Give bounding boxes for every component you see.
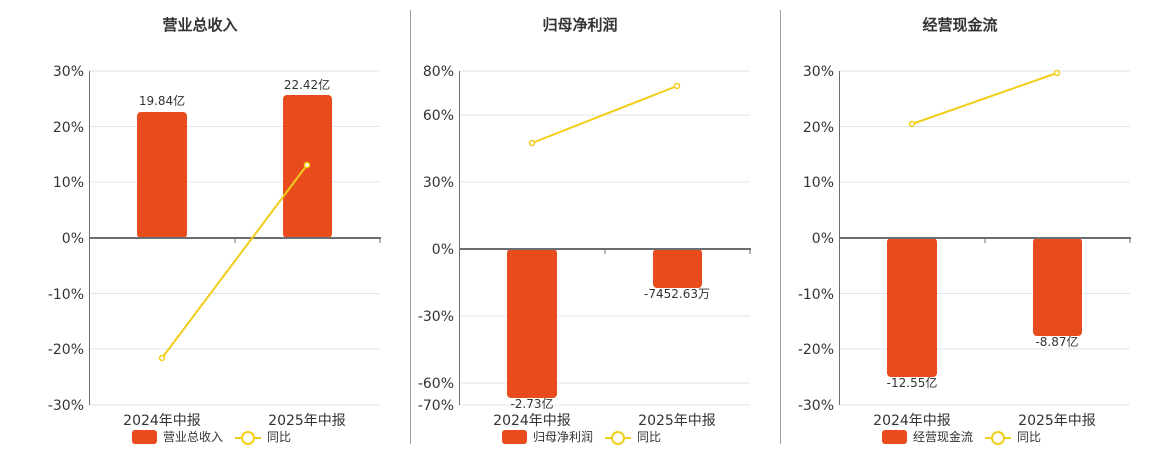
chart-plot: 30% 20% 10% 0% -10% -20% -30% 2024年中报 20… bbox=[798, 64, 1131, 429]
bar-label: -12.55亿 bbox=[887, 375, 938, 390]
legend-line-icon[interactable] bbox=[605, 430, 632, 445]
y-tick: 20% bbox=[53, 120, 84, 136]
legend-bar-swatch[interactable] bbox=[132, 429, 157, 444]
y-tick: 10% bbox=[53, 175, 84, 191]
legend: 营业总收入 同比 bbox=[132, 428, 291, 445]
chart-panel-revenue: 营业总收入 30% 20% 10% 0% -10% -20% -30% 2024… bbox=[0, 0, 400, 450]
x-tick: 2024年中报 bbox=[873, 413, 951, 429]
y-tick: -10% bbox=[798, 287, 834, 303]
y-tick: -20% bbox=[48, 342, 84, 358]
legend-bar-label[interactable]: 经营现金流 bbox=[913, 430, 974, 444]
legend-bar-label[interactable]: 营业总收入 bbox=[163, 430, 224, 444]
yoy-point-2025[interactable] bbox=[1053, 69, 1061, 77]
y-tick: -30% bbox=[48, 398, 84, 414]
divider bbox=[780, 10, 781, 444]
y-tick: 0% bbox=[812, 231, 834, 247]
y-tick: -60% bbox=[418, 376, 454, 392]
chart-title: 经营现金流 bbox=[922, 16, 998, 34]
bar-2025[interactable] bbox=[1033, 238, 1082, 336]
x-tick: 2025年中报 bbox=[268, 413, 346, 429]
legend-bar-label[interactable]: 归母净利润 bbox=[533, 430, 594, 444]
legend-line-label[interactable]: 同比 bbox=[637, 430, 662, 444]
bar-2024[interactable] bbox=[887, 238, 937, 377]
y-tick: -30% bbox=[798, 398, 834, 414]
bar-label: 19.84亿 bbox=[139, 93, 185, 108]
bar-label: -8.87亿 bbox=[1035, 334, 1078, 349]
chart-panel-net-profit: 归母净利润 80% 60% 30% 0% -30% -60% -70% 2024… bbox=[380, 0, 780, 450]
y-tick: 30% bbox=[423, 175, 454, 191]
legend: 归母净利润 同比 bbox=[502, 428, 661, 445]
y-tick: 20% bbox=[803, 120, 834, 136]
yoy-point-2024[interactable] bbox=[158, 354, 166, 362]
y-tick: 60% bbox=[423, 108, 454, 124]
legend-line-icon[interactable] bbox=[235, 430, 262, 445]
legend-line-icon[interactable] bbox=[985, 430, 1012, 445]
chart-plot: 30% 20% 10% 0% -10% -20% -30% 2024年中报 20… bbox=[48, 64, 381, 429]
legend: 经营现金流 同比 bbox=[882, 428, 1041, 445]
chart-title: 归母净利润 bbox=[542, 16, 618, 34]
legend-line-label[interactable]: 同比 bbox=[1017, 430, 1042, 444]
chart-panel-operating-cash-flow: 经营现金流 30% 20% 10% 0% -10% -20% -30% 2024… bbox=[760, 0, 1160, 450]
legend-line-label[interactable]: 同比 bbox=[267, 430, 292, 444]
y-tick: -20% bbox=[798, 342, 834, 358]
x-tick: 2025年中报 bbox=[1018, 413, 1096, 429]
y-tick: -10% bbox=[48, 287, 84, 303]
yoy-point-2024[interactable] bbox=[908, 120, 916, 128]
y-tick: 0% bbox=[62, 231, 84, 247]
bar-2025[interactable] bbox=[653, 249, 702, 288]
y-tick: 30% bbox=[803, 64, 834, 80]
yoy-point-2025[interactable] bbox=[673, 82, 681, 90]
y-tick: 10% bbox=[803, 175, 834, 191]
y-tick: 30% bbox=[53, 64, 84, 80]
bar-label: -2.73亿 bbox=[510, 396, 553, 411]
y-tick: 80% bbox=[423, 64, 454, 80]
y-tick: 0% bbox=[432, 242, 454, 258]
legend-bar-swatch[interactable] bbox=[882, 429, 907, 444]
chart-title: 营业总收入 bbox=[162, 16, 238, 34]
divider bbox=[410, 10, 411, 444]
yoy-point-2024[interactable] bbox=[528, 139, 536, 147]
yoy-point-2025[interactable] bbox=[303, 161, 311, 169]
bar-2024[interactable] bbox=[507, 249, 557, 398]
x-tick: 2025年中报 bbox=[638, 413, 716, 429]
x-tick: 2024年中报 bbox=[493, 413, 571, 429]
bar-label: 22.42亿 bbox=[284, 77, 330, 92]
x-tick: 2024年中报 bbox=[123, 413, 201, 429]
y-tick: -70% bbox=[418, 398, 454, 414]
bar-label: -7452.63万 bbox=[644, 287, 710, 301]
chart-plot: 80% 60% 30% 0% -30% -60% -70% 2024年中报 20… bbox=[418, 64, 751, 429]
y-tick: -30% bbox=[418, 309, 454, 325]
bar-2024[interactable] bbox=[137, 112, 187, 238]
legend-bar-swatch[interactable] bbox=[502, 429, 527, 444]
